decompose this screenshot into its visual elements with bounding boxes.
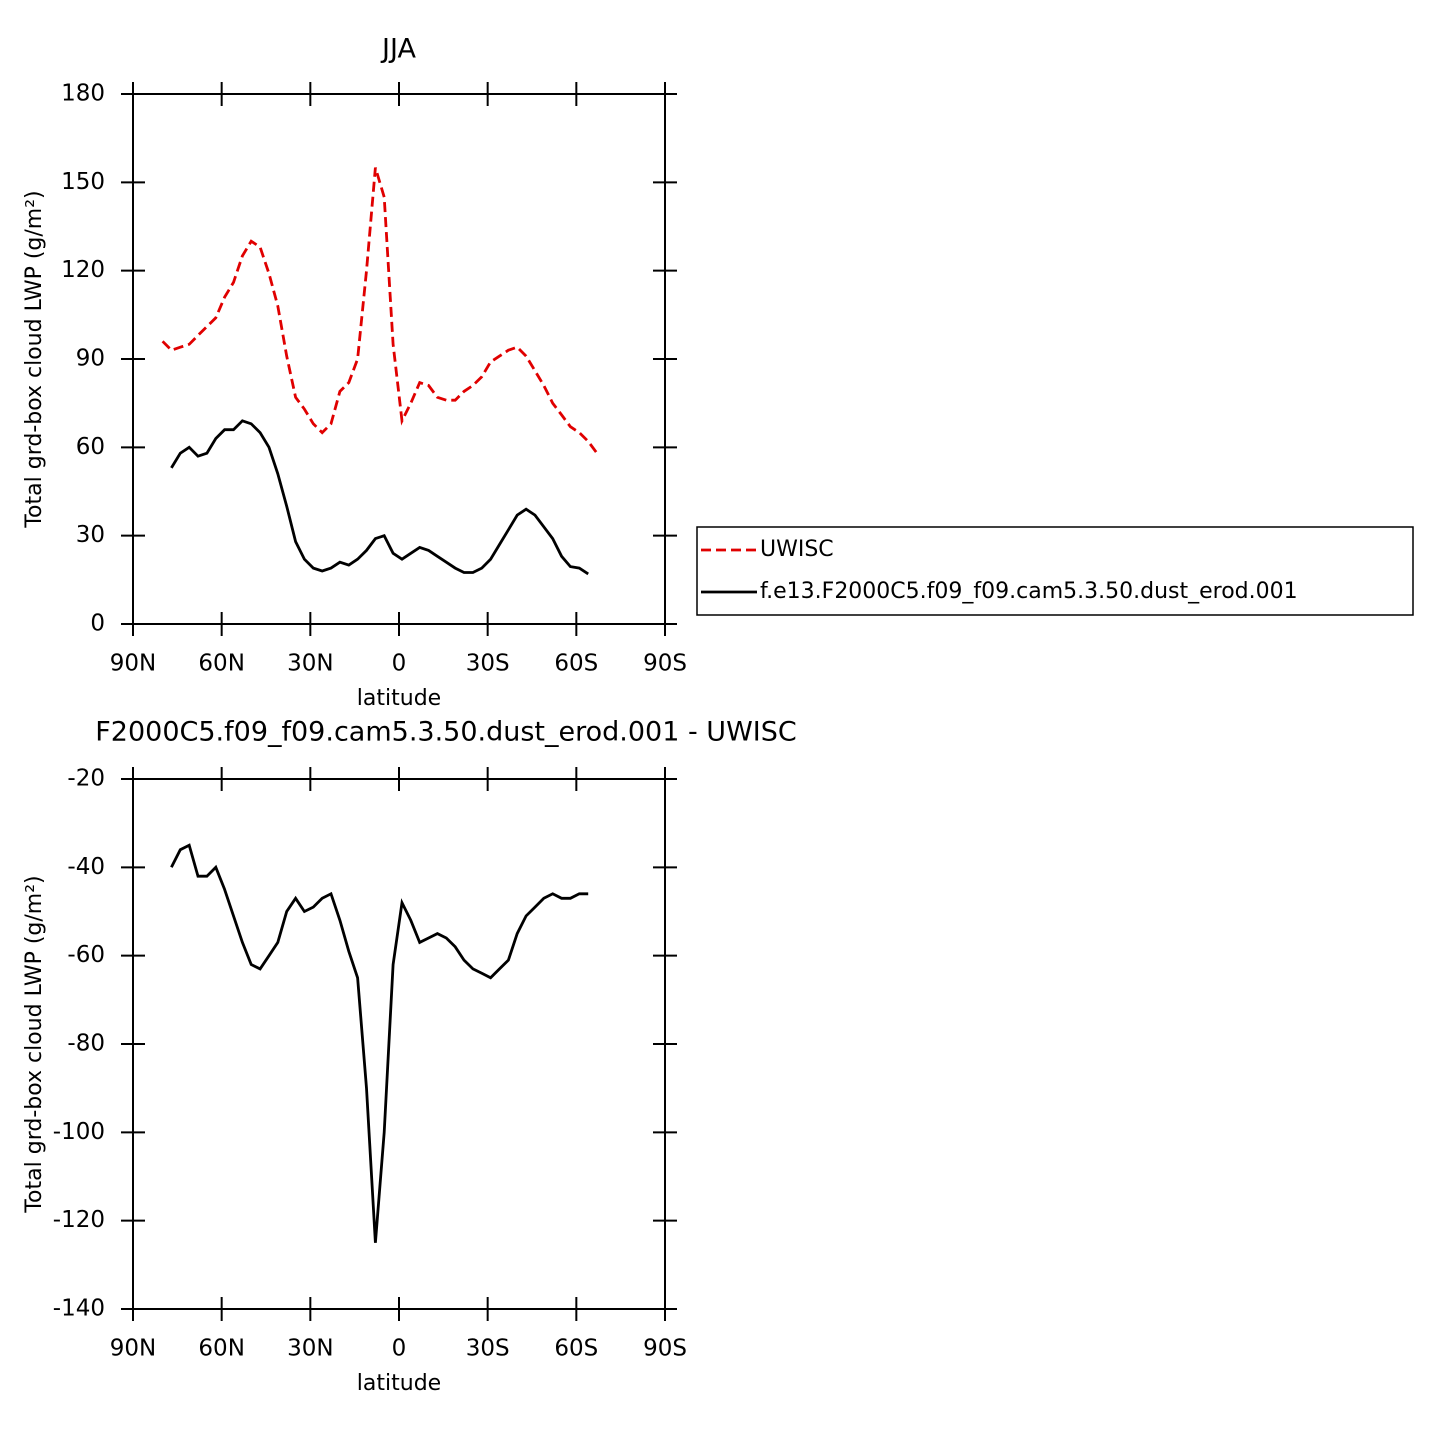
x-tick-label: 90N (110, 651, 156, 677)
x-tick-label: 0 (392, 1336, 407, 1362)
legend-label: f.e13.F2000C5.f09_f09.cam5.3.50.dust_ero… (760, 579, 1298, 604)
x-tick-label: 60N (198, 651, 244, 677)
chart-title: JJA (380, 34, 416, 65)
y-tick-label: -100 (53, 1119, 105, 1145)
x-axis-label: latitude (357, 1371, 441, 1396)
y-tick-label: 0 (90, 611, 105, 637)
x-tick-label: 60S (554, 1336, 598, 1362)
data-line (161, 167, 599, 455)
y-tick-label: 90 (76, 346, 105, 372)
y-tick-label: -60 (67, 942, 105, 968)
plot-frame (132, 93, 666, 625)
x-tick-label: 90S (643, 651, 687, 677)
x-tick-label: 30S (466, 651, 510, 677)
chart-title: F2000C5.f09_f09.cam5.3.50.dust_erod.001 … (95, 717, 796, 748)
x-tick-label: 60S (554, 651, 598, 677)
y-tick-label: 120 (61, 257, 105, 283)
y-tick-label: 150 (61, 169, 105, 195)
x-tick-label: 90S (643, 1336, 687, 1362)
x-tick-label: 60N (198, 1336, 244, 1362)
x-tick-label: 30S (466, 1336, 510, 1362)
y-tick-label: -120 (53, 1207, 105, 1233)
y-axis-label: Total grd-box cloud LWP (g/m²) (22, 190, 47, 528)
legend-label: UWISC (760, 537, 834, 562)
data-line (170, 419, 589, 576)
legend-box (696, 526, 1414, 616)
x-tick-label: 30N (287, 1336, 333, 1362)
y-tick-label: 60 (76, 434, 105, 460)
x-axis-label: latitude (357, 686, 441, 711)
x-tick-label: 0 (392, 651, 407, 677)
y-tick-label: -140 (53, 1296, 105, 1322)
y-tick-label: -80 (67, 1031, 105, 1057)
y-tick-label: 30 (76, 522, 105, 548)
data-line (170, 843, 589, 1243)
y-tick-label: -40 (67, 854, 105, 880)
x-tick-label: 30N (287, 651, 333, 677)
y-tick-label: -20 (67, 766, 105, 792)
y-axis-label: Total grd-box cloud LWP (g/m²) (22, 875, 47, 1213)
y-tick-label: 180 (61, 81, 105, 107)
plot-frame (132, 778, 666, 1310)
x-tick-label: 90N (110, 1336, 156, 1362)
